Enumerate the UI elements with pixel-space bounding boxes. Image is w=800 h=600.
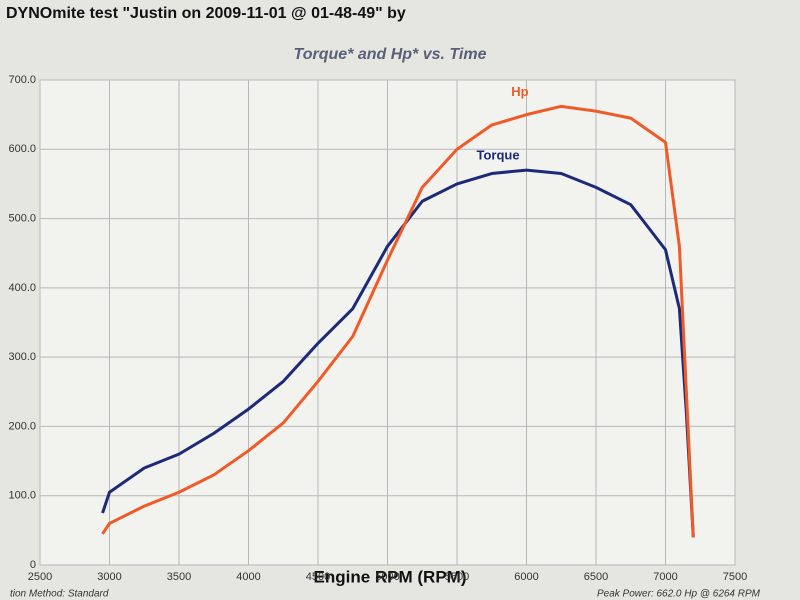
y-tick-label: 100.0 (8, 490, 36, 502)
x-tick-label: 2500 (28, 571, 52, 583)
x-tick-label: 4500 (306, 571, 330, 583)
x-tick-label: 3500 (167, 571, 191, 583)
y-tick-label: 400.0 (8, 282, 36, 294)
header: DYNOmite test "Justin on 2009-11-01 @ 01… (6, 5, 406, 22)
x-tick-label: 7000 (653, 571, 677, 583)
x-tick-label: 5500 (445, 571, 469, 583)
x-tick-label: 3000 (97, 571, 121, 583)
x-tick-label: 5000 (375, 571, 399, 583)
y-tick-label: 0 (30, 559, 36, 571)
footer-peak: Peak Power: 662.0 Hp @ 6264 RPM (597, 589, 761, 600)
chart-title: Torque* and Hp* vs. Time (294, 46, 487, 63)
y-tick-label: 300.0 (8, 351, 36, 363)
series-label: Hp (511, 84, 528, 99)
series-line (101, 104, 695, 538)
x-axis-label: Engine RPM (RPM) (314, 567, 467, 586)
series-label: Torque (477, 148, 520, 163)
x-tick-label: 7500 (723, 571, 747, 583)
x-tick-label: 6500 (584, 571, 608, 583)
series-line (101, 168, 695, 538)
y-tick-label: 500.0 (8, 212, 36, 224)
y-tick-label: 200.0 (8, 420, 36, 432)
y-tick-label: 700.0 (8, 74, 36, 86)
y-tick-label: 600.0 (8, 143, 36, 155)
x-tick-label: 6000 (514, 571, 538, 583)
footer-method: tion Method: Standard (10, 589, 109, 600)
x-tick-label: 4000 (236, 571, 260, 583)
